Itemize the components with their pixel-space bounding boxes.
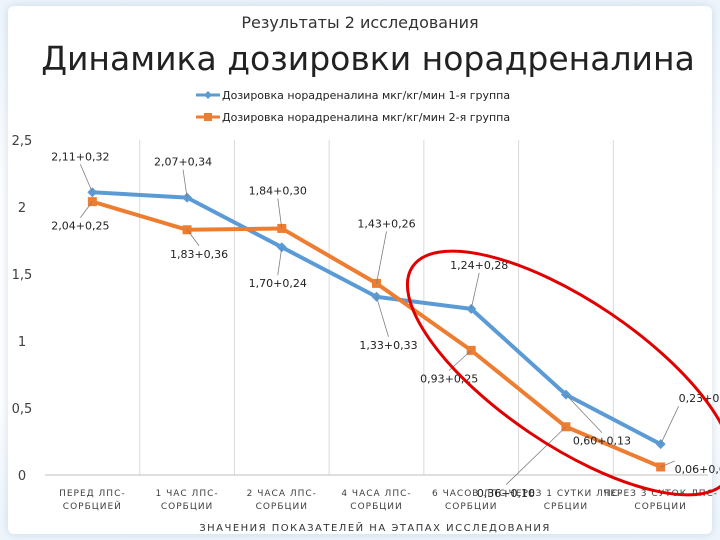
- x-tick-label-line: СОРБЦИИ: [634, 502, 686, 512]
- x-tick-label-line: СОРБЦИИ: [161, 502, 213, 512]
- chart-title: Динамика дозировки норадреналина: [41, 39, 695, 78]
- data-label-leader: [376, 231, 387, 284]
- chart-subtitle: Результаты 2 исследования: [241, 13, 478, 32]
- data-label-leader: [376, 296, 389, 337]
- y-tick-label: 0,5: [12, 402, 33, 417]
- x-tick-label: ЧЕРЕЗ 1 СУТКИ ЛПС- СРБЦИИ: [509, 489, 624, 512]
- data-label: 1,33+0,33: [359, 339, 417, 352]
- data-label: 1,70+0,24: [249, 277, 307, 290]
- data-label-leader: [186, 229, 200, 247]
- x-tick-label: 1 ЧАС ЛПС- СОРБЦИИ: [156, 489, 219, 512]
- x-tick-label-line: 4 ЧАСА ЛПС-: [341, 489, 411, 499]
- x-tick-label-line: СОРБЦИИ: [350, 502, 402, 512]
- series-line-2: [91, 199, 662, 469]
- data-label-leader: [277, 198, 283, 229]
- data-label: 1,43+0,26: [357, 217, 415, 230]
- x-tick-label-line: СОРБЦИЕЙ: [63, 500, 122, 512]
- y-tick-label: 0: [18, 469, 26, 484]
- data-label: 0,23+0,05: [679, 392, 720, 405]
- data-label: 0,93+0,25: [420, 372, 478, 385]
- legend-label-2: Дозировка норадреналина мкг/кг/мин 2-я г…: [222, 111, 510, 124]
- data-label: 1,84+0,30: [249, 184, 307, 197]
- data-label-leader: [80, 201, 93, 218]
- data-label: 0,06+0,01: [675, 463, 720, 476]
- x-tick-label-line: ПЕРЕД ЛПС-: [59, 489, 126, 499]
- x-tick-label: 2 ЧАСА ЛПС- СОРБЦИИ: [247, 489, 317, 512]
- x-tick-label: 4 ЧАСА ЛПС- СОРБЦИИ: [341, 489, 411, 512]
- data-label-leader: [182, 169, 188, 198]
- legend-marker-1: [204, 91, 212, 99]
- legend-marker-2: [204, 113, 212, 121]
- data-label: 0,36+0,10: [477, 487, 535, 500]
- data-label-leader: [505, 426, 567, 486]
- data-label: 1,83+0,36: [170, 248, 228, 261]
- x-tick-label-line: 2 ЧАСА ЛПС-: [247, 489, 317, 499]
- x-tick-label-line: ЧЕРЕЗ 1 СУТКИ ЛПС-: [509, 489, 624, 499]
- y-tick-label: 1: [18, 335, 26, 350]
- data-label-leader: [660, 460, 675, 468]
- x-tick-label: 6 ЧАСОВ ЛПС- СОРБЦИИ: [432, 489, 510, 512]
- data-label-leader: [277, 247, 283, 276]
- x-tick-label: ЧЕРЕЗ 3 СУТОК ЛПС- СОРБЦИИ: [603, 489, 718, 512]
- x-tick-label-line: СРБЦИИ: [544, 502, 588, 512]
- slide-frame: [8, 6, 712, 534]
- x-axis-title: ЗНАЧЕНИЯ ПОКАЗАТЕЛЕЙ НА ЭТАПАХ ИССЛЕДОВА…: [199, 521, 551, 534]
- x-tick-label: ПЕРЕД ЛПС-СОРБЦИЕЙ: [59, 489, 126, 512]
- legend-label-1: Дозировка норадреналина мкг/кг/мин 1-я г…: [222, 89, 510, 102]
- data-label: 1,24+0,28: [450, 259, 508, 272]
- data-label: 2,11+0,32: [51, 150, 109, 163]
- data-label: 2,04+0,25: [51, 220, 109, 233]
- x-tick-label-line: СОРБЦИИ: [256, 502, 308, 512]
- data-label-leader: [565, 394, 603, 433]
- data-label-leader: [470, 272, 480, 309]
- data-label-leader: [79, 164, 93, 193]
- data-label-leader: [660, 406, 680, 445]
- x-tick-label-line: СОРБЦИИ: [445, 502, 497, 512]
- data-label: 2,07+0,34: [154, 156, 212, 169]
- x-tick-label-line: ЧЕРЕЗ 3 СУТОК ЛПС-: [603, 489, 718, 499]
- y-tick-label: 2,5: [12, 134, 33, 149]
- x-tick-label-line: 6 ЧАСОВ ЛПС-: [432, 489, 510, 499]
- y-tick-label: 1,5: [12, 268, 33, 283]
- y-tick-label: 2: [18, 201, 26, 216]
- highlight-ellipse: [405, 249, 720, 497]
- data-label: 0,60+0,13: [573, 435, 631, 448]
- x-tick-label-line: 1 ЧАС ЛПС-: [156, 489, 219, 499]
